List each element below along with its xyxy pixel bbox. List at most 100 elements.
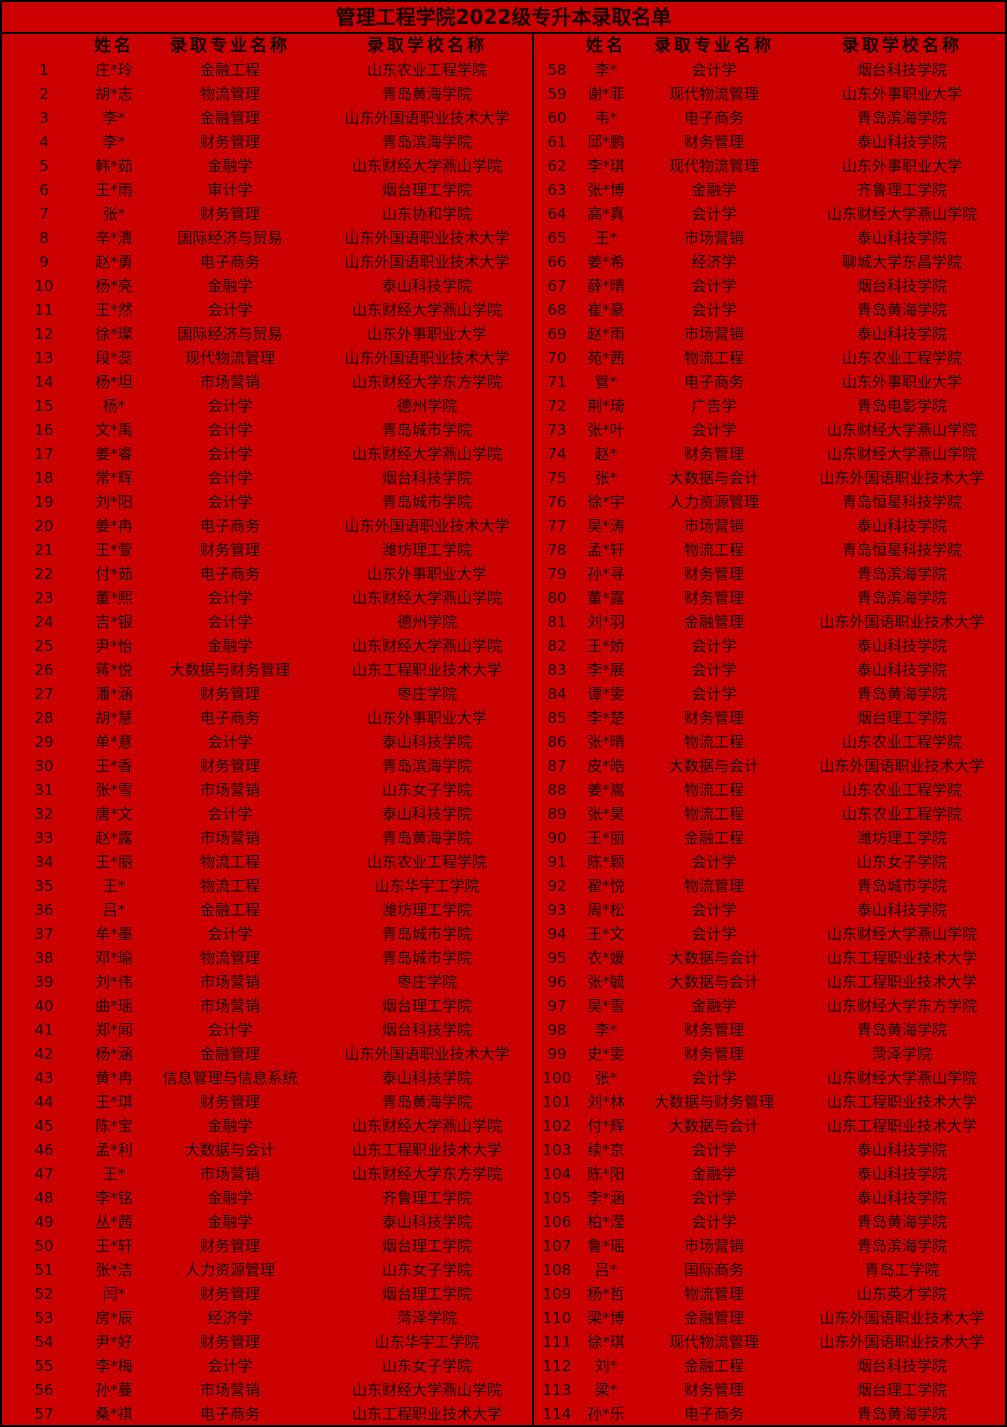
row-number: 11 (34, 301, 54, 319)
row-number: 112 (542, 1357, 572, 1375)
row-number: 66 (547, 253, 567, 271)
student-name: 续*京 (587, 1141, 625, 1159)
table-row: 4 李* 财务管理 青岛滨海学院 (2, 130, 532, 154)
admitted-school: 枣庄学院 (396, 685, 458, 703)
admitted-major: 市场营销 (199, 997, 261, 1015)
table-row: 13 段*蕊 现代物流管理 山东外国语职业技术大学 (2, 346, 532, 370)
admitted-school: 青岛滨海学院 (856, 589, 948, 607)
admitted-major: 财务管理 (683, 1381, 745, 1399)
header-major: 录取专业名称 (170, 36, 290, 56)
table-row: 89 张*昊 物流工程 山东农业工程学院 (534, 802, 1005, 826)
admitted-major: 现代物流管理 (668, 1333, 760, 1351)
admitted-school: 烟台理工学院 (381, 1285, 473, 1303)
admitted-school: 山东工程职业技术大学 (351, 661, 503, 679)
table-row: 60 韦* 电子商务 青岛滨海学院 (534, 106, 1005, 130)
student-name: 杨* (102, 397, 126, 415)
student-name: 梁*博 (587, 1309, 625, 1327)
row-number: 45 (34, 1117, 54, 1135)
admitted-school: 山东工程职业技术大学 (351, 1405, 503, 1423)
student-name: 孙*寻 (587, 565, 625, 583)
admitted-school: 泰山科技学院 (381, 1069, 473, 1087)
admitted-school: 山东外国语职业技术大学 (344, 1045, 510, 1063)
admitted-major: 财务管理 (199, 205, 261, 223)
admitted-major: 会计学 (691, 925, 737, 943)
table-row: 52 闫* 财务管理 烟台理工学院 (2, 1282, 532, 1306)
admitted-school: 青岛城市学院 (381, 925, 473, 943)
table-row: 53 房*辰 经济学 菏泽学院 (2, 1306, 532, 1330)
row-number: 74 (547, 445, 567, 463)
row-number: 69 (547, 325, 567, 343)
admitted-school: 青岛电影学院 (856, 397, 948, 415)
admitted-major: 财务管理 (683, 445, 745, 463)
student-name: 皮*皓 (587, 757, 625, 775)
row-number: 79 (547, 565, 567, 583)
admitted-major: 电子商务 (199, 565, 261, 583)
row-number: 87 (547, 757, 567, 775)
admitted-school: 青岛城市学院 (381, 493, 473, 511)
admitted-school: 山东女子学院 (856, 853, 948, 871)
student-name: 刘*林 (587, 1093, 625, 1111)
student-name: 翟*悦 (587, 877, 625, 895)
admitted-school: 山东财经大学燕山学院 (351, 1117, 503, 1135)
admitted-school: 山东外国语职业技术大学 (344, 229, 510, 247)
table-row: 48 李*铭 金融学 齐鲁理工学院 (2, 1186, 532, 1210)
row-number: 90 (547, 829, 567, 847)
admitted-major: 市场营销 (199, 1381, 261, 1399)
admitted-school: 山东财经大学燕山学院 (826, 421, 978, 439)
admitted-school: 山东外国语职业技术大学 (819, 613, 985, 631)
table-row: 16 文*禹 会计学 青岛城市学院 (2, 418, 532, 442)
table-row: 108 吕* 国际商务 青岛工学院 (534, 1258, 1005, 1282)
student-name: 赵*雨 (587, 325, 625, 343)
student-name: 史*雯 (587, 1045, 625, 1063)
table-row: 27 潘*涵 财务管理 枣庄学院 (2, 682, 532, 706)
admitted-school: 山东外国语职业技术大学 (344, 109, 510, 127)
student-name: 李*梅 (95, 1357, 133, 1375)
row-number: 5 (39, 157, 49, 175)
student-name: 姜*嵩 (587, 781, 625, 799)
admitted-school: 泰山科技学院 (856, 229, 948, 247)
table-row: 77 吴*涛 市场营销 泰山科技学院 (534, 514, 1005, 538)
student-name: 张*晴 (587, 733, 625, 751)
row-number: 94 (547, 925, 567, 943)
admitted-school: 山东工程职业技术大学 (351, 1141, 503, 1159)
admitted-major: 会计学 (691, 901, 737, 919)
admitted-major: 国际经济与贸易 (177, 229, 283, 247)
admitted-major: 会计学 (691, 61, 737, 79)
admitted-school: 青岛恒星科技学院 (841, 493, 963, 511)
table-row: 67 薛*晴 会计学 烟台科技学院 (534, 274, 1005, 298)
student-name: 闫* (102, 1285, 126, 1303)
row-number: 35 (34, 877, 54, 895)
student-name: 文*禹 (95, 421, 133, 439)
row-number: 80 (547, 589, 567, 607)
admitted-school: 德州学院 (396, 613, 458, 631)
row-number: 42 (34, 1045, 54, 1063)
student-name: 王* (594, 229, 618, 247)
row-number: 97 (547, 997, 567, 1015)
student-name: 吴*涛 (587, 517, 625, 535)
student-name: 王* (102, 877, 126, 895)
table-row: 110 梁*博 金融管理 山东外国语职业技术大学 (534, 1306, 1005, 1330)
row-number: 56 (34, 1381, 54, 1399)
admitted-school: 菏泽学院 (396, 1309, 458, 1327)
admitted-school: 山东外国语职业技术大学 (819, 469, 985, 487)
admitted-major: 财务管理 (199, 757, 261, 775)
admitted-school: 烟台科技学院 (381, 1021, 473, 1039)
admitted-school: 泰山科技学院 (856, 325, 948, 343)
row-number: 34 (34, 853, 54, 871)
student-name: 孙*乐 (587, 1405, 625, 1423)
row-number: 92 (547, 877, 567, 895)
table-row: 61 邱*鹏 财务管理 泰山科技学院 (534, 130, 1005, 154)
table-header-row: 姓名 录取专业名称 录取学校名称 (534, 34, 1005, 58)
student-name: 刘*阳 (95, 493, 133, 511)
row-number: 71 (547, 373, 567, 391)
admission-table-right: 姓名 录取专业名称 录取学校名称 58 李* 会计学 烟台科技学院 59 谢*菲 现代物流管理 山东… (532, 34, 1007, 1427)
student-name: 赵*勇 (95, 253, 133, 271)
table-row: 68 崔*豪 会计学 青岛黄海学院 (534, 298, 1005, 322)
admitted-school: 山东农业工程学院 (841, 781, 963, 799)
student-name: 李*展 (587, 661, 625, 679)
admitted-school: 山东外事职业大学 (366, 325, 488, 343)
table-row: 79 孙*寻 财务管理 青岛滨海学院 (534, 562, 1005, 586)
admitted-school: 山东农业工程学院 (841, 733, 963, 751)
row-number: 12 (34, 325, 54, 343)
student-name: 谢*菲 (587, 85, 625, 103)
